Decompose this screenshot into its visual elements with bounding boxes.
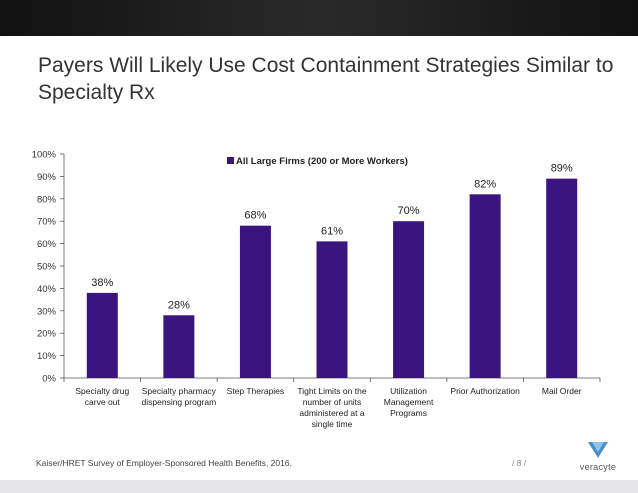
x-tick-label-line: single time: [312, 419, 353, 429]
x-tick-label: Utilization Management Programs: [384, 386, 434, 418]
bar-value-label: 38%: [91, 277, 113, 289]
chart-bars: 38% 28% 68% 61% 70% 82% 89%: [86, 163, 578, 378]
y-tick-label: 30%: [37, 306, 57, 317]
x-tick-label-line: number of units: [303, 397, 362, 407]
x-tick-label-line: carve out: [85, 397, 121, 407]
x-tick-label: Specialty drug carve out: [75, 386, 129, 407]
x-tick-label-line: Step Therapies: [227, 386, 285, 396]
x-tick-label-line: Prior Authorization: [450, 386, 520, 396]
bar: [163, 315, 195, 378]
bar: [86, 292, 118, 378]
x-tick-label-line: Management: [384, 397, 434, 407]
y-tick-label: 70%: [37, 217, 57, 228]
bar-value-label: 82%: [474, 178, 496, 190]
y-tick-label: 0%: [42, 374, 56, 385]
legend-label: All Large Firms (200 or More Workers): [236, 156, 408, 167]
x-tick-label: Specialty pharmacy dispensing program: [142, 386, 217, 407]
x-tick-label-line: Mail Order: [542, 386, 582, 396]
y-tick-label: 20%: [37, 329, 57, 340]
x-tick-label-line: administered at a: [299, 408, 364, 418]
logo-mark-icon: [588, 442, 608, 458]
y-tick-label: 10%: [37, 351, 57, 362]
legend-swatch: [227, 157, 234, 164]
chart-legend: All Large Firms (200 or More Workers): [227, 156, 408, 167]
x-tick-label: Prior Authorization: [450, 386, 520, 396]
x-tick-label-line: Specialty pharmacy: [142, 386, 217, 396]
y-tick-label: 50%: [37, 262, 57, 273]
y-tick-label: 80%: [37, 194, 57, 205]
x-tick-label-line: Tight Limits on the: [297, 386, 366, 396]
chart-axes: 0% 10% 20% 30% 40% 50% 60% 70% 80% 90% 100% Special…: [32, 150, 601, 429]
y-tick-label: 60%: [37, 239, 57, 250]
x-tick-label: Mail Order: [542, 386, 582, 396]
source-citation: Kaiser/HRET Survey of Employer-Sponsored…: [36, 458, 292, 468]
x-tick-label-line: Utilization: [390, 386, 427, 396]
x-tick-label-line: Programs: [390, 408, 427, 418]
y-tick-label: 90%: [37, 172, 57, 183]
bar-chart: 0% 10% 20% 30% 40% 50% 60% 70% 80% 90% 100% Special…: [0, 140, 638, 440]
x-tick-label: Tight Limits on the number of units admini…: [297, 386, 366, 429]
bar: [393, 221, 425, 378]
bar-value-label: 70%: [398, 205, 420, 217]
x-tick-label: Step Therapies: [227, 386, 285, 396]
page-number: / 8 /: [512, 458, 527, 468]
bar-value-label: 68%: [244, 210, 266, 222]
bar-value-label: 61%: [321, 225, 343, 237]
y-tick-label: 100%: [32, 150, 57, 161]
bar: [546, 178, 578, 378]
bar: [469, 194, 501, 378]
logo-text: veracyte: [579, 462, 617, 472]
x-tick-label-line: Specialty drug: [75, 386, 129, 396]
top-header-bar: [0, 0, 638, 36]
slide-title: Payers Will Likely Use Cost Containment …: [38, 54, 614, 104]
veracyte-logo: veracyte: [566, 440, 630, 476]
bar-value-label: 28%: [168, 299, 190, 311]
x-tick-label-line: dispensing program: [142, 397, 217, 407]
y-tick-label: 40%: [37, 284, 57, 295]
chart-svg: 0% 10% 20% 30% 40% 50% 60% 70% 80% 90% 100% Special…: [32, 150, 601, 429]
bar: [239, 225, 271, 378]
bottom-footer-bar: [0, 480, 638, 493]
bar: [316, 241, 348, 378]
bar-value-label: 89%: [551, 163, 573, 175]
